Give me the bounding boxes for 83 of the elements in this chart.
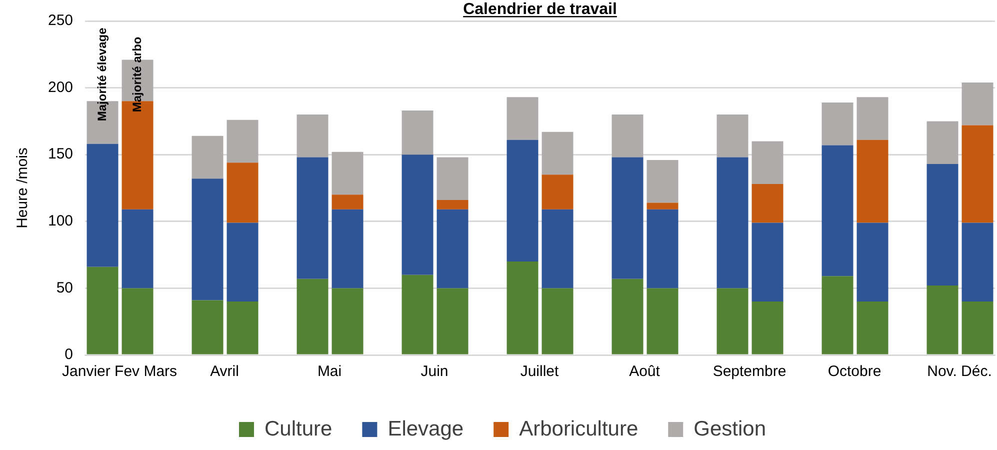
legend-label: Gestion: [694, 417, 766, 440]
bar: [506, 140, 538, 262]
bar: [822, 145, 854, 276]
bar: [646, 160, 678, 203]
bar: [926, 286, 958, 354]
bar: [436, 157, 468, 200]
bar: [86, 144, 118, 267]
bar: [296, 157, 328, 279]
y-tick-label: 100: [48, 212, 74, 230]
bar: [542, 174, 574, 210]
bar: [226, 222, 258, 302]
bar: [192, 136, 224, 179]
bar: [332, 152, 364, 195]
y-tick-label: 0: [64, 346, 74, 364]
annotation: Majorité élevage: [94, 27, 109, 122]
x-tick-label: Octobre: [828, 363, 882, 380]
bar: [962, 302, 994, 354]
y-tick-label: 50: [56, 279, 74, 296]
bar: [926, 164, 958, 286]
bar: [332, 209, 364, 288]
bar: [856, 140, 888, 223]
bar: [646, 209, 678, 288]
bar: [962, 222, 994, 302]
bar: [752, 302, 784, 354]
legend-label: Elevage: [388, 417, 464, 440]
y-axis-title: Heure /mois: [14, 148, 32, 228]
bar: [296, 114, 328, 158]
x-tick-label: Septembre: [712, 363, 786, 380]
bar: [542, 132, 574, 175]
x-tick-label: Juin: [420, 363, 448, 380]
bar: [506, 97, 538, 140]
bar: [822, 102, 854, 146]
x-tick-label: Nov. Déc.: [927, 363, 992, 380]
bar: [226, 162, 258, 223]
bar: [926, 121, 958, 164]
bar: [402, 274, 434, 354]
x-tick-label: Juillet: [520, 363, 560, 380]
x-tick-label: Mai: [317, 363, 342, 380]
chart-title: Calendrier de travail: [463, 1, 617, 18]
bar: [822, 276, 854, 354]
x-tick-label: Avril: [210, 363, 239, 380]
x-tick-label: Août: [629, 363, 661, 380]
bar: [226, 120, 258, 163]
bar: [542, 288, 574, 354]
bar: [962, 82, 994, 126]
bar: [646, 288, 678, 354]
x-tick-label: Janvier Fev Mars: [62, 363, 178, 380]
y-tick-label: 250: [48, 12, 74, 30]
bar: [402, 110, 434, 155]
bar: [332, 194, 364, 210]
bar: [192, 300, 224, 354]
bar: [752, 141, 784, 184]
bar: [402, 154, 434, 275]
bar: [332, 288, 364, 354]
bar: [612, 157, 644, 279]
bar: [436, 200, 468, 210]
bar: [962, 125, 994, 223]
bar: [506, 261, 538, 354]
bar: [122, 209, 154, 288]
bar: [612, 278, 644, 354]
bar: [752, 222, 784, 302]
bar: [86, 266, 118, 354]
bar: [716, 288, 748, 354]
legend-label: Culture: [264, 417, 332, 440]
bar: [716, 157, 748, 288]
bar: [752, 184, 784, 223]
bar: [226, 302, 258, 354]
legend-label: Arboriculture: [519, 417, 638, 440]
bar: [542, 209, 574, 288]
bar: [856, 222, 888, 302]
bar: [436, 209, 468, 288]
bar: [436, 288, 468, 354]
bar: [856, 302, 888, 354]
bar: [856, 97, 888, 140]
bar: [192, 178, 224, 300]
annotation: Majorité arbo: [130, 36, 144, 112]
bar: [646, 202, 678, 210]
y-tick-label: 200: [48, 78, 74, 96]
bar: [122, 288, 154, 354]
bar: [612, 114, 644, 158]
bar: [716, 114, 748, 158]
bar: [296, 278, 328, 354]
y-tick-label: 150: [48, 146, 74, 163]
